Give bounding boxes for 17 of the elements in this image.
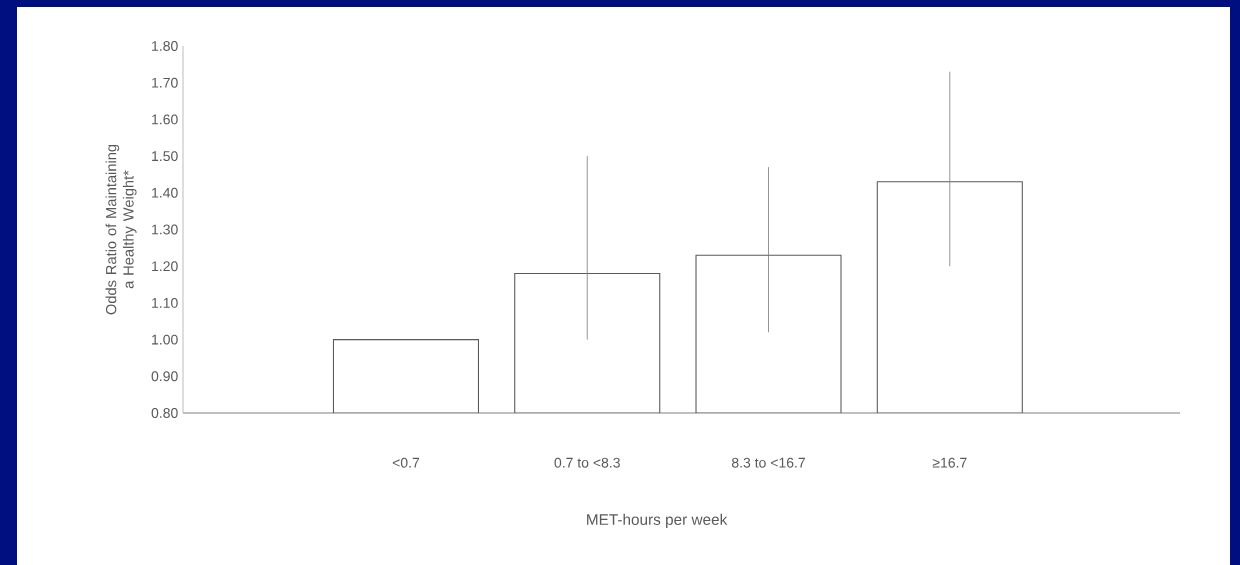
x-tick-label: 0.7 to <8.3: [554, 457, 620, 468]
y-axis-title: Odds Ratio of Maintaining a Healthy Weight*: [105, 144, 137, 315]
y-tick-label: 1.10: [152, 297, 178, 308]
y-tick-label: 0.80: [151, 408, 178, 418]
y-tick-label: 0.90: [151, 371, 178, 382]
x-tick-label: 8.3 to <16.7: [731, 457, 805, 468]
y-tick-label: 1.20: [152, 261, 178, 272]
y-tick-label: 1.30: [152, 224, 178, 235]
y-tick-label: 1.50: [152, 151, 178, 162]
x-axis-title: MET-hours per week: [587, 513, 728, 528]
y-tick-label: 1.40: [152, 187, 178, 198]
y-tick-label: 1.80: [152, 41, 178, 51]
x-tick-label: <0.7: [392, 457, 420, 468]
x-tick-label: ≥16.7: [932, 457, 967, 468]
y-tick-label: 1.60: [152, 114, 178, 125]
y-tick-label: 1.70: [152, 77, 178, 88]
y-tick-label: 1.00: [152, 334, 178, 345]
